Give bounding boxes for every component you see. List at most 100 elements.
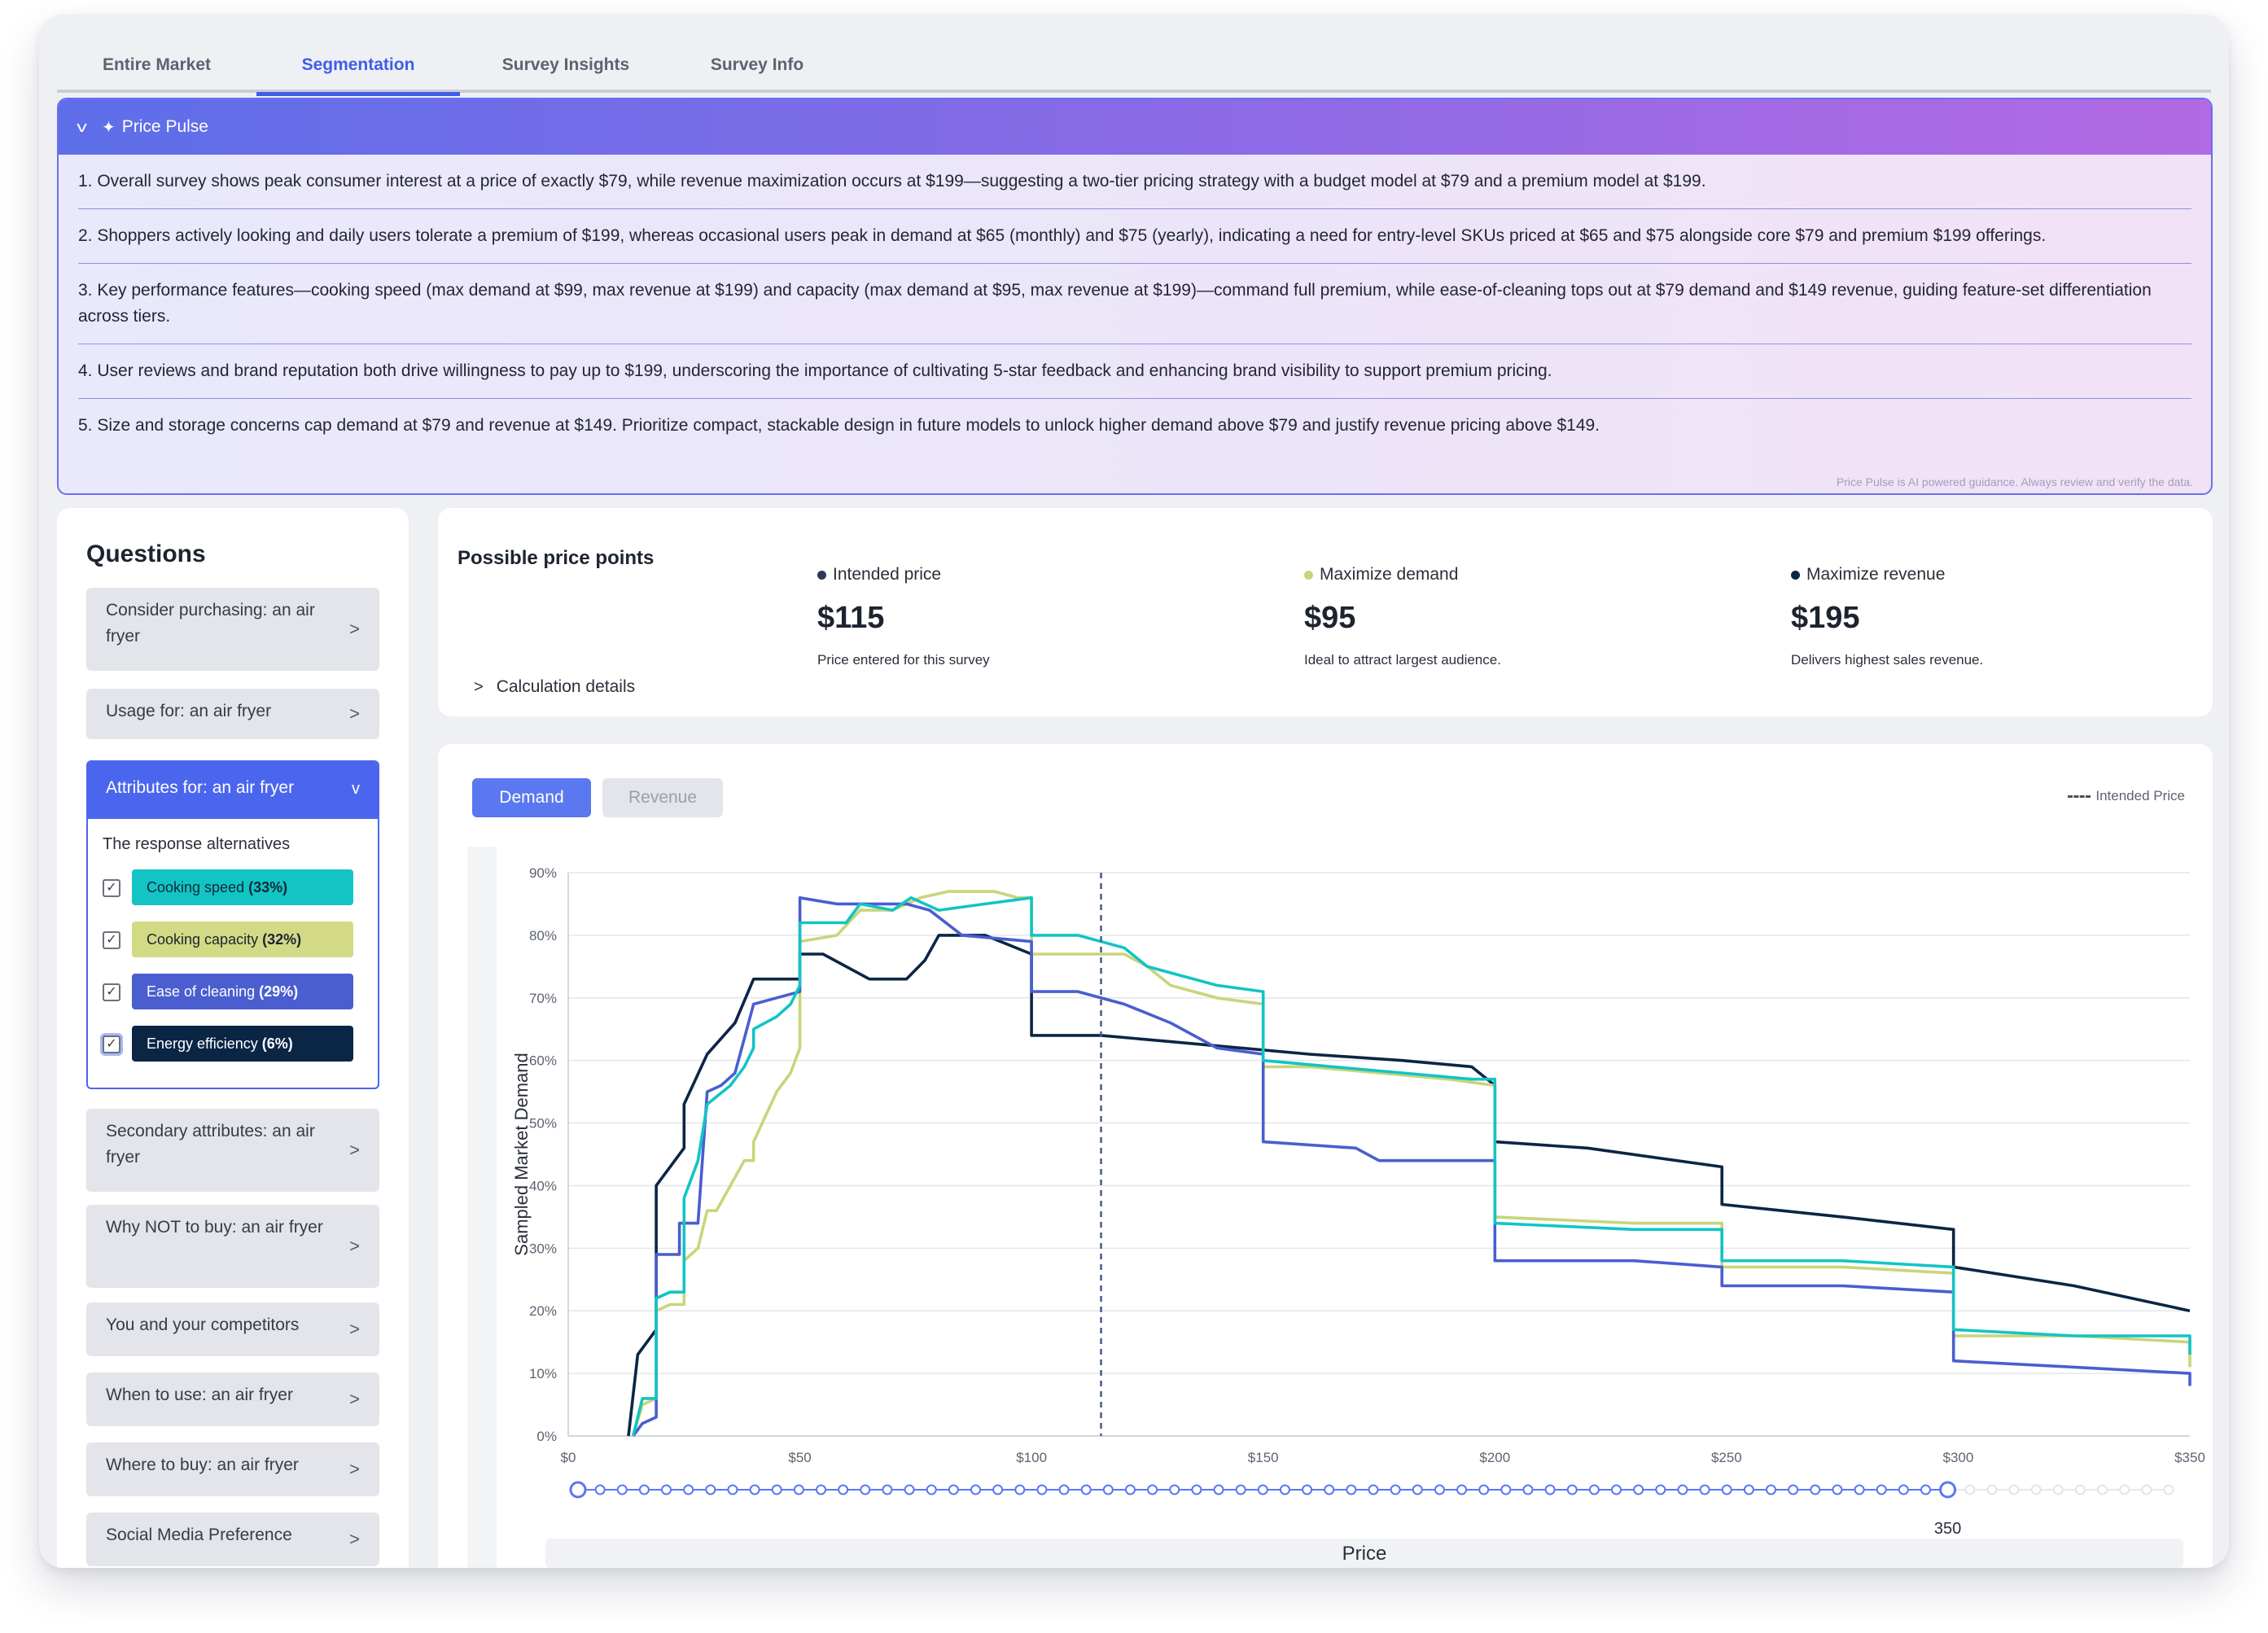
dashed-line-icon — [2068, 795, 2091, 799]
insight-item: 1. Overall survey shows peak consumer in… — [78, 155, 2191, 209]
checkbox[interactable]: ✓ — [103, 931, 120, 949]
response-pill: Energy efficiency (6%) — [132, 1026, 353, 1062]
y-tick-label: 80% — [529, 928, 557, 943]
response-name: Ease of cleaning — [147, 983, 256, 1000]
slider-step — [1766, 1484, 1776, 1495]
demand-toggle[interactable]: Demand — [472, 778, 591, 817]
slider-step — [1522, 1484, 1534, 1495]
slider-step — [1876, 1484, 1887, 1495]
revenue-toggle[interactable]: Revenue — [602, 778, 723, 817]
slider-step — [1456, 1484, 1468, 1495]
price-pulse-header[interactable]: v ✦ Price Pulse — [59, 99, 2211, 155]
question-why-not-buy[interactable]: Why NOT to buy: an air fryer > — [86, 1205, 379, 1288]
slider-step — [638, 1484, 650, 1495]
slider-step — [2163, 1484, 2174, 1495]
slider-step — [882, 1484, 893, 1495]
calculation-details-label: Calculation details — [496, 677, 636, 696]
chevron-right-icon: > — [349, 1140, 360, 1160]
response-name: Cooking capacity — [147, 931, 259, 948]
response-ease-of-cleaning[interactable]: ✓ Ease of cleaning (29%) — [103, 974, 371, 1009]
response-cooking-speed[interactable]: ✓ Cooking speed (33%) — [103, 869, 371, 905]
slider-step — [1235, 1484, 1246, 1495]
checkbox[interactable]: ✓ — [103, 1035, 120, 1053]
price-point-value: $115 — [817, 601, 885, 635]
slider-step — [1257, 1484, 1268, 1495]
slider-step — [2074, 1484, 2086, 1495]
slider-step — [1014, 1484, 1026, 1495]
tab-entire-market[interactable]: Entire Market — [102, 55, 212, 74]
response-name: Energy efficiency — [147, 1035, 258, 1052]
checkbox[interactable]: ✓ — [103, 879, 120, 897]
question-competitors[interactable]: You and your competitors > — [86, 1302, 379, 1356]
question-label: Consider purchasing: an air fryer — [106, 601, 315, 646]
question-social-media[interactable]: Social Media Preference > — [86, 1513, 379, 1566]
chart-svg: 0% 10% 20% 30% 40% 50% 60% 70% 80% 90% $0 $50 $100 $1… — [467, 847, 2205, 1568]
question-consider-purchasing[interactable]: Consider purchasing: an air fryer > — [86, 588, 379, 671]
y-axis-strip — [467, 847, 497, 1568]
question-label: Secondary attributes: an air fryer — [106, 1122, 315, 1167]
question-attributes-header[interactable]: Attributes for: an air fryer v — [88, 762, 378, 819]
y-tick-label: 50% — [529, 1116, 557, 1132]
question-label: Why NOT to buy: an air fryer — [106, 1218, 323, 1237]
questions-title: Questions — [86, 541, 206, 567]
slider-step — [594, 1484, 606, 1495]
question-when-to-use[interactable]: When to use: an air fryer > — [86, 1373, 379, 1426]
response-pill: Ease of cleaning (29%) — [132, 974, 353, 1009]
y-tick-label: 70% — [529, 991, 557, 1006]
x-tick-label: $200 — [1479, 1450, 1510, 1465]
chevron-right-icon: > — [349, 619, 360, 639]
slider-step — [1302, 1484, 1313, 1495]
tab-segmentation[interactable]: Segmentation — [256, 39, 460, 96]
slider-step — [1169, 1484, 1180, 1495]
slider-step — [2052, 1484, 2064, 1495]
slider-step — [1102, 1484, 1114, 1495]
slider-step — [1412, 1484, 1423, 1495]
calculation-details-toggle[interactable]: > Calculation details — [474, 677, 635, 697]
response-pill: Cooking capacity (32%) — [132, 922, 353, 957]
response-energy-efficiency[interactable]: ✓ Energy efficiency (6%) — [103, 1026, 371, 1062]
question-label: Social Media Preference — [106, 1526, 292, 1544]
tab-survey-insights[interactable]: Survey Insights — [501, 55, 630, 74]
slider-step — [2030, 1484, 2042, 1495]
question-where-to-buy[interactable]: Where to buy: an air fryer > — [86, 1443, 379, 1496]
slider-step — [1699, 1484, 1710, 1495]
slider-step — [1964, 1484, 1976, 1495]
price-pulse-panel: v ✦ Price Pulse 1. Overall survey shows … — [57, 98, 2213, 495]
chevron-right-icon: > — [349, 1236, 360, 1256]
slider-step — [661, 1484, 672, 1495]
response-pct: (32%) — [262, 931, 302, 948]
slider-step — [1854, 1484, 1865, 1495]
checkbox[interactable]: ✓ — [103, 983, 120, 1001]
sparkle-icon: ✦ — [102, 118, 116, 137]
chevron-down-icon[interactable]: v — [77, 118, 87, 135]
y-tick-label: 40% — [529, 1178, 557, 1193]
slider-step — [727, 1484, 738, 1495]
slider-handle[interactable] — [1939, 1481, 1957, 1499]
slider-step — [771, 1484, 782, 1495]
demand-chart: 0% 10% 20% 30% 40% 50% 60% 70% 80% 90% $0 $50 $100 $1… — [467, 847, 2209, 1568]
slider-step — [1633, 1484, 1644, 1495]
slider-handle[interactable] — [569, 1481, 587, 1499]
response-cooking-capacity[interactable]: ✓ Cooking capacity (32%) — [103, 922, 371, 957]
insight-item: 5. Size and storage concerns cap demand … — [78, 416, 1600, 435]
x-axis-label-band — [545, 1539, 2183, 1568]
insight-item: 2. Shoppers actively looking and daily u… — [78, 209, 2191, 264]
question-secondary-attributes[interactable]: Secondary attributes: an air fryer > — [86, 1109, 379, 1192]
response-name: Cooking speed — [147, 879, 245, 895]
x-axis-label: Price — [1342, 1543, 1387, 1565]
slider-step — [1721, 1484, 1732, 1495]
x-tick-label: $350 — [2174, 1450, 2205, 1465]
question-usage[interactable]: Usage for: an air fryer > — [86, 689, 379, 739]
y-tick-label: 10% — [529, 1366, 557, 1381]
price-pulse-list: 1. Overall survey shows peak consumer in… — [59, 155, 2211, 453]
series-line-ease-of-cleaning — [632, 896, 2191, 1438]
slider-step — [1036, 1484, 1048, 1495]
slider-step — [1566, 1484, 1578, 1495]
price-point-value: $195 — [1791, 601, 1860, 635]
slider-step — [1655, 1484, 1666, 1495]
slider-step — [683, 1484, 694, 1495]
price-point-value: $95 — [1304, 601, 1356, 635]
tab-survey-info[interactable]: Survey Info — [710, 55, 804, 74]
x-tick-label: $250 — [1711, 1450, 1742, 1465]
slider-step — [1058, 1484, 1070, 1495]
